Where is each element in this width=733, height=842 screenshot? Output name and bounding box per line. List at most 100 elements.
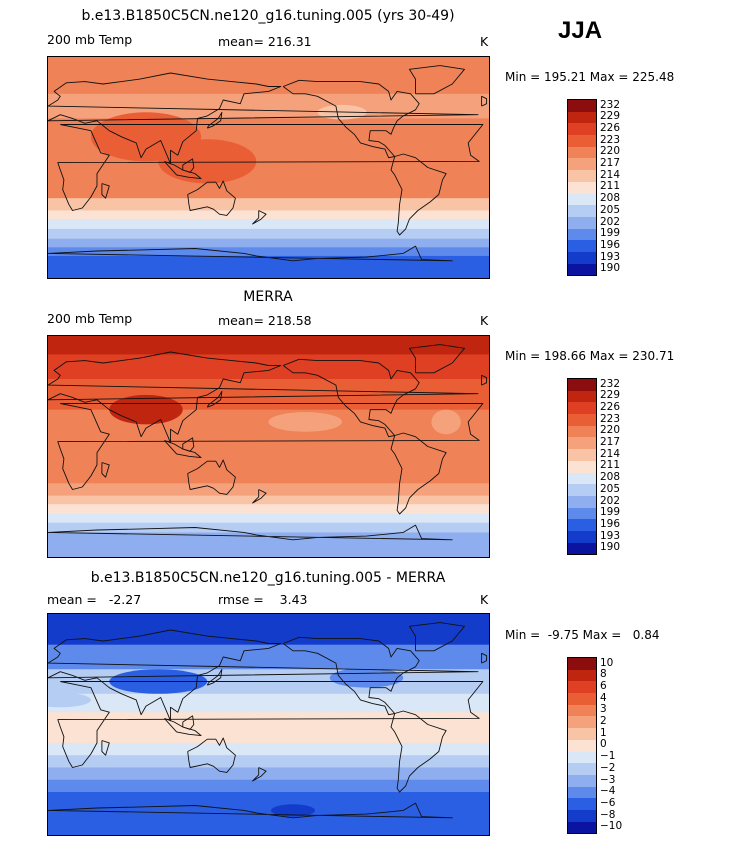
- colorbar-cell: [568, 240, 596, 252]
- colorbar-cell: [568, 460, 596, 473]
- colorbar-cell: [568, 170, 596, 182]
- coastline: [282, 636, 420, 716]
- panel-3-rmse: rmse = 3.43: [218, 592, 308, 607]
- coastline: [57, 403, 484, 490]
- colorbar-tick-label: 10: [600, 656, 614, 669]
- contour-band: [48, 767, 489, 781]
- colorbar-cell: [568, 786, 596, 799]
- contour-band: [48, 755, 489, 768]
- colorbar-tick-label: 205: [600, 482, 621, 495]
- contour-band: [48, 247, 489, 257]
- map-svg: [48, 614, 489, 835]
- colorbar-tick-label: 193: [600, 529, 621, 542]
- colorbar-cell: [568, 693, 596, 705]
- colorbar-cell: [568, 681, 596, 694]
- colorbar-tick-label: −3: [600, 773, 616, 786]
- coastline: [57, 124, 484, 211]
- colorbar-tick-label: 205: [600, 203, 621, 216]
- colorbar-cell: [568, 658, 596, 670]
- colorbar-tick-label: 196: [600, 238, 621, 251]
- colorbar-tick-label: 229: [600, 389, 621, 402]
- coastline: [101, 183, 110, 199]
- colorbar-cell: [568, 205, 596, 217]
- coastline: [164, 717, 202, 737]
- colorbar-cell: [568, 216, 596, 229]
- colorbar-tick-label: 220: [600, 145, 621, 158]
- coastline: [252, 489, 267, 504]
- coastline: [182, 158, 195, 173]
- contour-band: [48, 198, 489, 211]
- coastline: [48, 524, 453, 541]
- coastline: [48, 245, 453, 262]
- colorbar-tick-label: 208: [600, 471, 621, 484]
- panel-1-mean: mean= 216.31: [218, 34, 312, 49]
- contour-band: [48, 522, 489, 533]
- colorbar-tick-label: 226: [600, 121, 621, 134]
- colorbar-tick-label: −2: [600, 761, 616, 774]
- panel-3-title: b.e13.B1850C5CN.ne120_g16.tuning.005 - M…: [90, 570, 446, 586]
- colorbar-tick-label: 232: [600, 98, 621, 111]
- coastline: [206, 390, 223, 408]
- colorbar-tick-label: 208: [600, 192, 621, 205]
- colorbar-cell: [568, 763, 596, 775]
- colorbar-cell: [568, 146, 596, 159]
- contour-band: [48, 93, 489, 119]
- colorbar-tick-label: 232: [600, 377, 621, 390]
- colorbar-tick-label: 199: [600, 227, 621, 240]
- contour-region: [431, 409, 461, 435]
- coastline: [206, 111, 223, 129]
- contour-band: [48, 742, 489, 756]
- colorbar-tick-label: 217: [600, 157, 621, 169]
- coastline: [481, 95, 488, 107]
- coastline: [164, 160, 202, 180]
- colorbar-tick-label: 2: [600, 715, 607, 727]
- colorbar-cell: [568, 542, 596, 555]
- colorbar-cell: [568, 519, 596, 531]
- colorbar-tick-label: 199: [600, 506, 621, 519]
- colorbar-tick-label: −4: [600, 785, 616, 798]
- contour-band: [48, 514, 489, 524]
- coastline: [48, 351, 479, 444]
- season-label: JJA: [558, 17, 603, 44]
- colorbar-cell: [568, 228, 596, 241]
- colorbar-tick-label: −1: [600, 750, 616, 763]
- colorbar-tick-label: 220: [600, 424, 621, 437]
- panel-3-mean: mean = -2.27: [47, 592, 142, 607]
- panel-3-minmax: Min = -9.75 Max = 0.84: [505, 628, 660, 642]
- panel-2-map: [47, 335, 490, 558]
- contour-band: [48, 228, 489, 240]
- coastline: [48, 802, 453, 819]
- colorbar-cell: [568, 263, 596, 276]
- colorbar-cell: [568, 739, 596, 752]
- colorbar-cell: [568, 135, 596, 147]
- contour-region: [109, 394, 183, 425]
- coastline: [101, 462, 110, 478]
- colorbar-tick-label: 196: [600, 517, 621, 530]
- colorbar-cell: [568, 251, 596, 264]
- contour-band: [48, 495, 489, 505]
- contour-band: [48, 219, 489, 230]
- coastline: [408, 622, 465, 652]
- contour-band: [48, 712, 489, 744]
- coastline: [252, 210, 267, 225]
- colorbar-tick-label: 1: [600, 726, 607, 739]
- colorbar-cell: [568, 728, 596, 740]
- colorbar-tick-label: 214: [600, 168, 621, 181]
- panel-2-minmax: Min = 198.66 Max = 230.71: [505, 349, 675, 363]
- colorbar-cell: [568, 507, 596, 520]
- contour-band: [48, 504, 489, 515]
- colorbar-cell: [568, 716, 596, 729]
- colorbar-cell: [568, 530, 596, 543]
- colorbar-cell: [568, 123, 596, 136]
- panel-1-map: [47, 56, 490, 279]
- colorbar-tick-label: 211: [600, 180, 621, 193]
- panel-2-title: MERRA: [243, 289, 293, 305]
- colorbar-cell: [568, 809, 596, 822]
- panel-1-units: K: [480, 34, 489, 49]
- colorbar-tick-label: 202: [600, 215, 621, 228]
- contour-region: [270, 804, 316, 817]
- contour-band: [48, 336, 489, 355]
- colorbar-cell: [568, 390, 596, 403]
- panel-1-title: b.e13.B1850C5CN.ne120_g16.tuning.005 (yr…: [81, 8, 455, 24]
- coastline: [408, 344, 465, 374]
